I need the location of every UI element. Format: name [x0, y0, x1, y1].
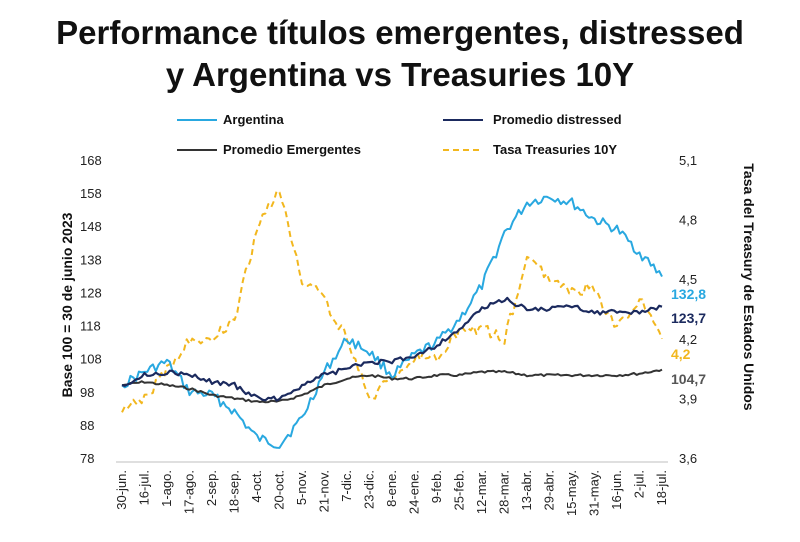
left-axis: 168 158 148 138 128 118 108 98 88 78	[80, 153, 102, 466]
x-tick-label: 31-may.	[587, 470, 602, 516]
emergentes-end-label: 104,7	[671, 371, 706, 387]
y-tick-label: 138	[80, 252, 102, 267]
x-tick-label: 13-abr.	[519, 470, 534, 510]
x-tick-label: 18-sep.	[227, 470, 242, 513]
y-tick-label: 78	[80, 451, 94, 466]
x-tick-label: 7-dic.	[339, 470, 354, 502]
y-tick-label: 98	[80, 385, 94, 400]
x-tick-label: 16-jul.	[137, 470, 152, 505]
chart-title-line2: y Argentina vs Treasuries 10Y	[165, 56, 635, 93]
x-tick-label: 8-ene.	[384, 470, 399, 507]
x-tick-label: 18-jul.	[654, 470, 669, 505]
x-tick-label: 17-ago.	[182, 470, 197, 514]
y2-tick-label: 4,5	[679, 272, 697, 287]
x-tick-label: 23-dic.	[362, 470, 377, 509]
legend-emergentes: Promedio Emergentes	[177, 142, 361, 157]
x-tick-label: 21-nov.	[317, 470, 332, 512]
chart-title: Performance títulos emergentes, distress…	[0, 12, 800, 96]
y-tick-label: 168	[80, 153, 102, 168]
distressed-line	[121, 296, 663, 402]
x-tick-label: 30-jun.	[114, 470, 129, 510]
end-labels: 132,8 123,7 104,7 4,2	[671, 286, 706, 387]
y-axis-label: Base 100 = 30 de junio 2023	[59, 212, 75, 397]
legend-distressed: Promedio distressed	[443, 112, 622, 127]
chart-title-line1: Performance títulos emergentes, distress…	[56, 14, 744, 51]
y2-tick-label: 3,6	[679, 451, 697, 466]
x-tick-label: 25-feb.	[452, 470, 467, 510]
y-tick-label: 88	[80, 418, 94, 433]
y-tick-label: 108	[80, 352, 102, 367]
x-tick-label: 2-jul.	[632, 470, 647, 498]
right-axis: 5,1 4,8 4,5 4,2 3,9 3,6	[679, 153, 697, 466]
x-axis: 30-jun. 16-jul. 1-ago. 17-ago. 2-sep. 18-sep.…	[114, 461, 669, 516]
x-tick-label: 1-ago.	[159, 470, 174, 507]
argentina-end-label: 132,8	[671, 286, 706, 302]
x-tick-label: 5-nov.	[294, 470, 309, 505]
y2-tick-label: 4,8	[679, 213, 697, 228]
series-group	[121, 189, 663, 449]
x-tick-label: 2-sep.	[204, 470, 219, 506]
y2-axis-label: Tasa del Treasury de Estados Unidos	[741, 163, 757, 410]
x-tick-label: 20-oct.	[272, 470, 287, 510]
legend-label: Promedio distressed	[493, 112, 622, 127]
x-tick-label: 28-mar.	[497, 470, 512, 514]
legend-label: Tasa Treasuries 10Y	[493, 142, 617, 157]
x-tick-label: 9-feb.	[429, 470, 444, 503]
y-tick-label: 148	[80, 219, 102, 234]
legend: Argentina Promedio distressed Promedio Eme…	[177, 112, 622, 157]
x-tick-label: 15-may.	[564, 470, 579, 516]
y2-tick-label: 4,2	[679, 332, 697, 347]
y2-tick-label: 3,9	[679, 391, 697, 406]
treasuries-end-label: 4,2	[671, 346, 691, 362]
y2-tick-label: 5,1	[679, 153, 697, 168]
x-tick-label: 29-abr.	[542, 470, 557, 510]
legend-label: Argentina	[223, 112, 284, 127]
y-tick-label: 158	[80, 186, 102, 201]
x-tick-label: 12-mar.	[474, 470, 489, 514]
legend-treasuries: Tasa Treasuries 10Y	[443, 142, 617, 157]
x-tick-label: 16-jun.	[609, 470, 624, 510]
x-tick-label: 4-oct.	[249, 470, 264, 503]
y-tick-label: 128	[80, 285, 102, 300]
legend-label: Promedio Emergentes	[223, 142, 361, 157]
y-tick-label: 118	[80, 319, 101, 334]
argentina-line	[121, 195, 663, 449]
distressed-end-label: 123,7	[671, 310, 706, 326]
x-tick-label: 24-ene.	[407, 470, 422, 514]
legend-argentina: Argentina	[177, 112, 284, 127]
emergentes-line	[121, 368, 663, 404]
